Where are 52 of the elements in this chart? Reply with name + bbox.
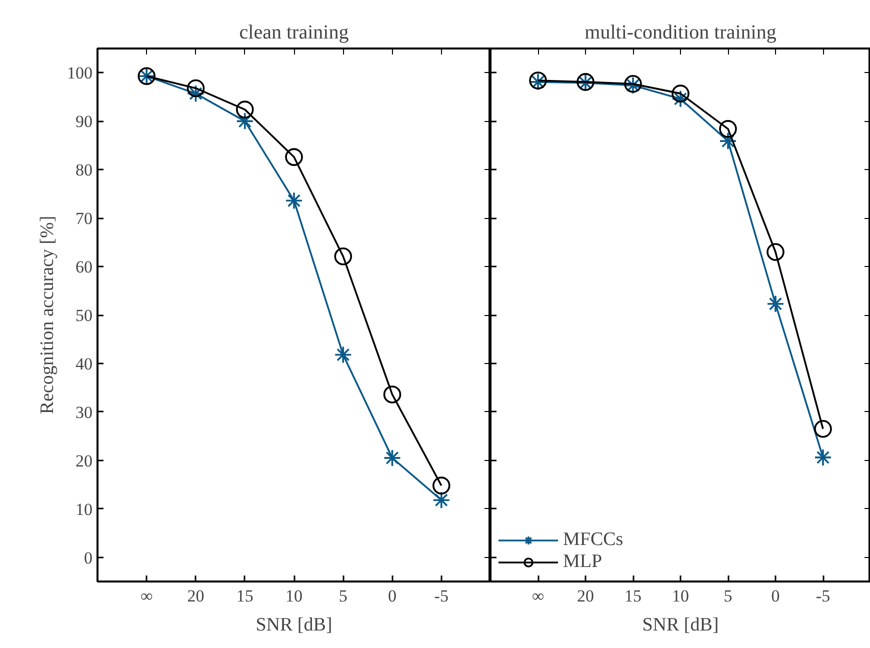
x-tick-label: ∞ [532, 586, 544, 606]
point [186, 79, 205, 98]
point [766, 243, 784, 261]
y-tick-label: 10 [76, 500, 92, 519]
x-tick-label: 0 [388, 586, 396, 606]
point [766, 294, 784, 313]
y-tick-label: 40 [76, 354, 92, 374]
point [814, 420, 832, 438]
point [285, 192, 303, 210]
point [814, 448, 832, 466]
x-axis-title: SNR [dB] [642, 614, 719, 636]
legend-label: MLP [563, 551, 602, 573]
x-tick-label: 15 [236, 586, 254, 606]
point [672, 90, 690, 108]
x-tick-label: ∞ [140, 586, 153, 606]
chart-title: multi-condition training [584, 22, 776, 44]
x-tick-label: 20 [577, 586, 594, 606]
x-tick-label: 10 [286, 586, 302, 606]
point [383, 386, 402, 404]
y-tick-label: 90 [76, 112, 92, 132]
legend-label: MFCCs [563, 529, 624, 551]
point [334, 346, 352, 364]
point [672, 84, 690, 102]
point [236, 112, 254, 130]
point [383, 449, 402, 467]
x-tick-label: 10 [672, 586, 689, 606]
x-tick-label: 5 [724, 586, 732, 606]
y-tick-label: 80 [76, 160, 92, 180]
x-tick-label: 0 [771, 586, 780, 606]
point [186, 84, 205, 102]
point [285, 148, 303, 166]
y-axis-title: Recognition accuracy [%] [37, 216, 58, 414]
point [432, 491, 450, 509]
y-tick-label: 0 [84, 548, 92, 568]
x-tick-label: -5 [434, 586, 448, 606]
y-tick-label: 70 [76, 209, 92, 228]
y-tick-label: 20 [76, 451, 92, 470]
point [236, 100, 254, 118]
point [719, 132, 737, 150]
y-tick-label: 100 [67, 64, 92, 83]
y-tick-label: 60 [76, 258, 92, 277]
point [719, 120, 737, 138]
point [334, 247, 352, 266]
chart-title: clean training [239, 22, 349, 44]
x-axis-title: SNR [dB] [256, 614, 332, 636]
x-tick-label: 5 [338, 586, 348, 606]
point [432, 476, 450, 494]
x-tick-label: -5 [816, 586, 830, 606]
x-tick-label: 20 [187, 586, 204, 606]
y-tick-label: 30 [76, 402, 92, 422]
x-tick-label: 15 [624, 586, 642, 606]
y-tick-label: 50 [76, 306, 92, 325]
